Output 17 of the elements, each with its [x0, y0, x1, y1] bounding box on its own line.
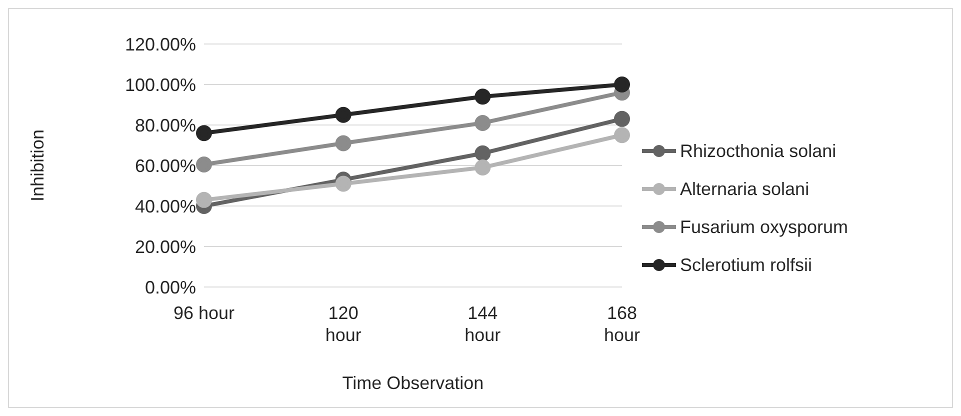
- y-tick-label: 60.00%: [134, 156, 196, 176]
- legend-label: Rhizocthonia solani: [680, 140, 836, 163]
- x-axis-title: Time Observation: [342, 373, 484, 393]
- y-tick-label: 20.00%: [134, 236, 196, 257]
- x-tick-label: 168 hour: [604, 303, 640, 345]
- y-tick-label: 120.00%: [124, 34, 196, 54]
- x-tick-label: 96 hour: [173, 303, 235, 323]
- x-tick-label: 120 hour: [325, 303, 362, 345]
- legend-label: Alternaria solani: [680, 178, 810, 201]
- y-tick-label: 80.00%: [134, 115, 196, 136]
- y-tick-label: 0.00%: [144, 277, 196, 298]
- legend-label: Sclerotium rolfsii: [680, 254, 812, 277]
- y-tick-label: 100.00%: [124, 74, 196, 95]
- legend-label: Fusarium oxysporum: [680, 216, 848, 239]
- y-tick-label: 40.00%: [134, 196, 196, 216]
- x-tick-label: 144 hour: [464, 303, 501, 345]
- y-axis-title: Inhibition: [27, 129, 48, 202]
